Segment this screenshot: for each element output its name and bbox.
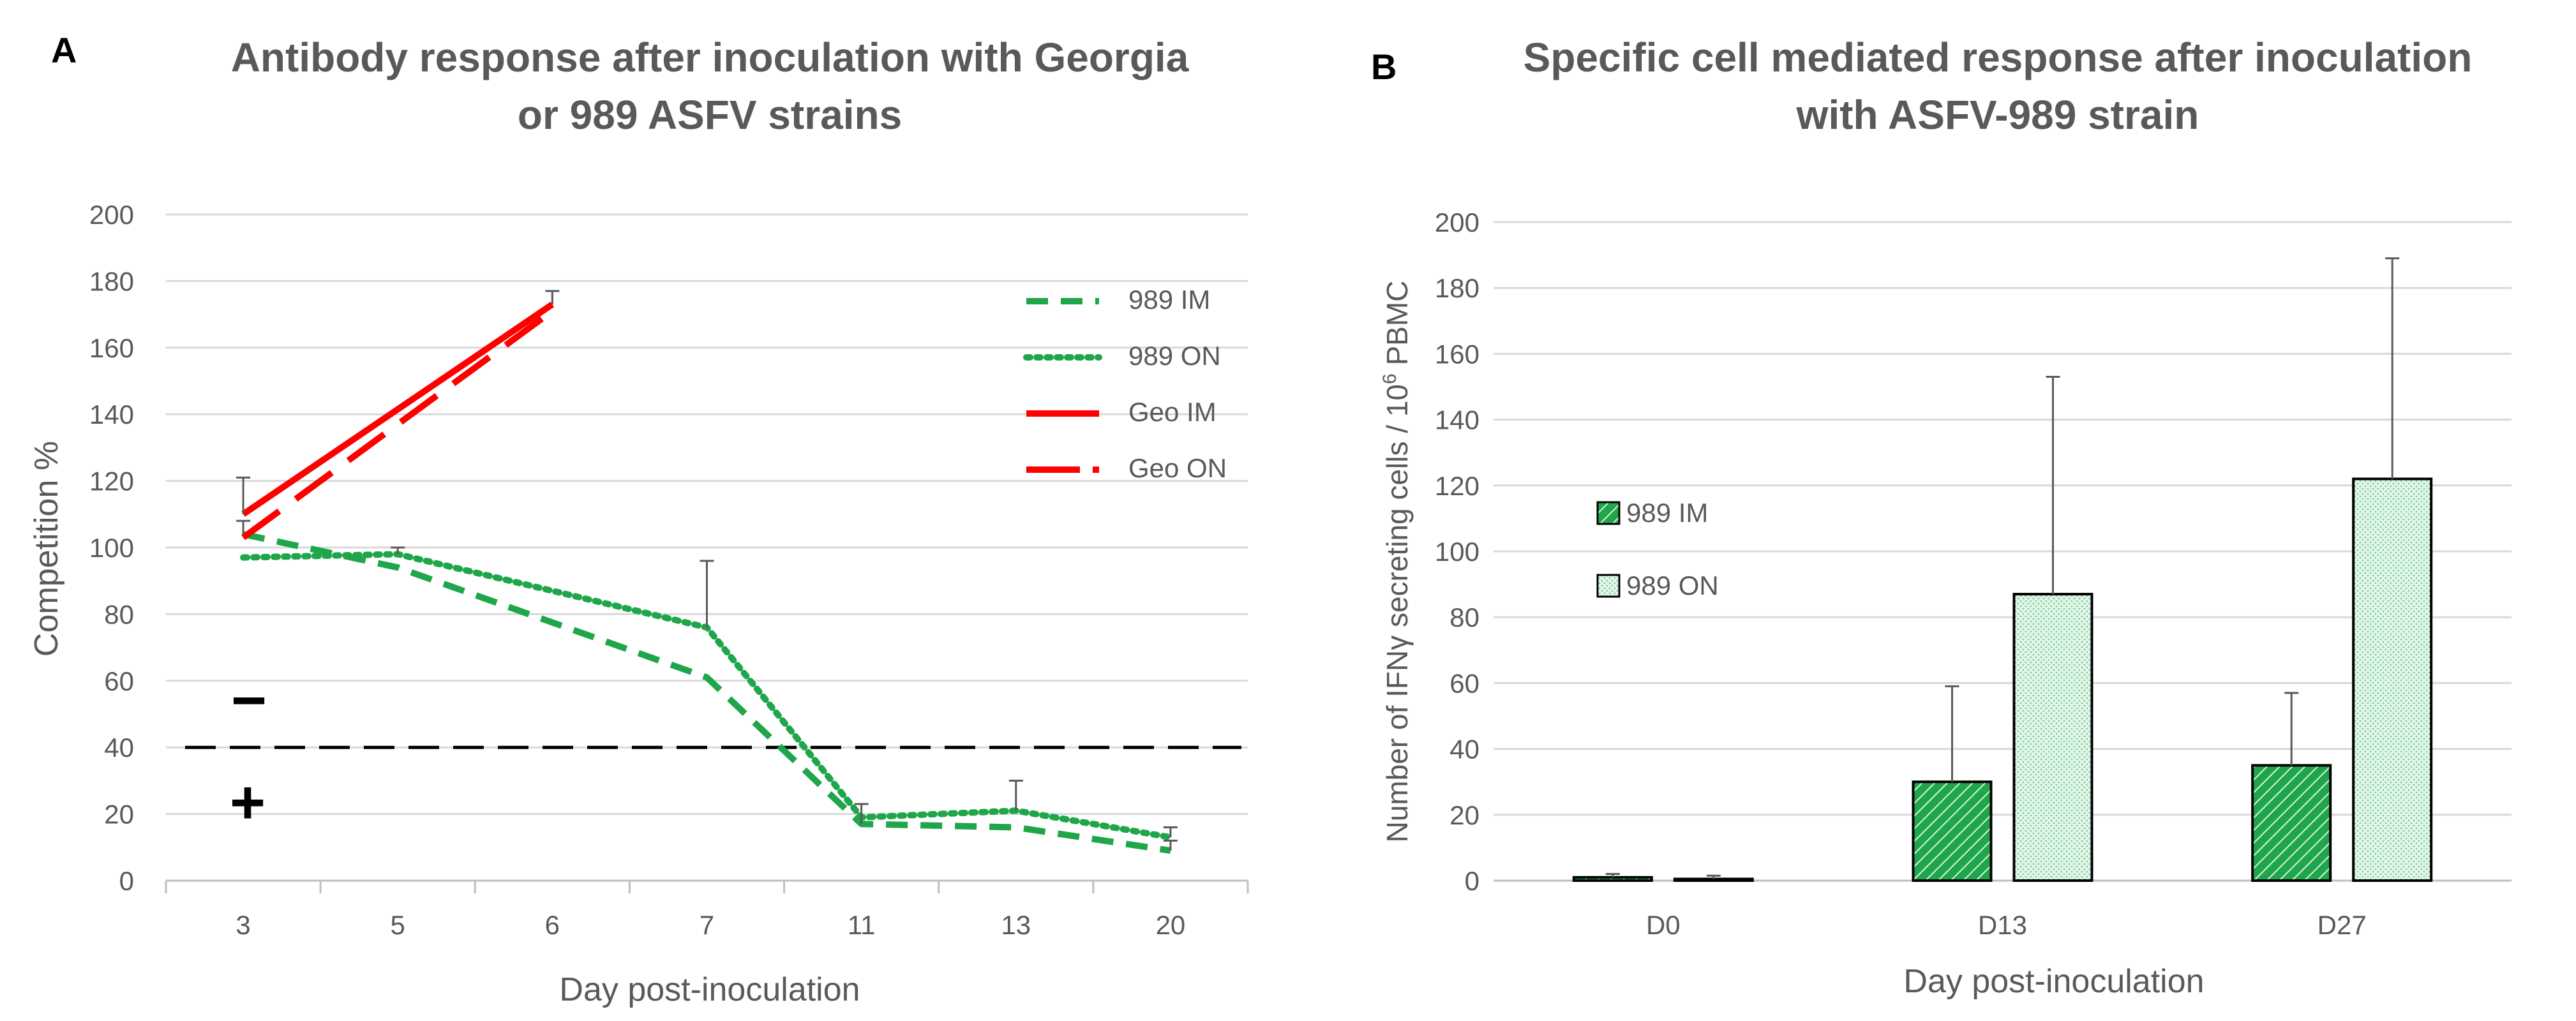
y-tick-label: 120 xyxy=(1435,471,1479,501)
y-tick-label: 60 xyxy=(104,666,134,696)
y-tick-label: 100 xyxy=(1435,537,1479,567)
y-label-part-3: PBMC xyxy=(1381,281,1414,374)
legend-label-b-989-im: 989 IM xyxy=(1626,498,1708,528)
panel-a-x-axis xyxy=(165,879,1249,893)
y-tick-label: 60 xyxy=(1449,668,1479,698)
x-tick-label: 20 xyxy=(1156,910,1186,940)
legend-swatch-989-on xyxy=(1596,574,1621,598)
x-tick-label: 6 xyxy=(545,910,560,940)
x-tick-label: 13 xyxy=(1001,910,1031,940)
panel-a-title-line-1: Antibody response after inoculation with… xyxy=(231,34,1189,80)
legend-label-geo-im: Geo IM xyxy=(1128,397,1217,427)
x-tick-label: 5 xyxy=(391,910,405,940)
x-tick-label: 11 xyxy=(848,910,876,940)
panel-b-y-axis-label: Number of IFNγ secreting cells / 106 PBM… xyxy=(1379,281,1414,843)
x-tick-label: D13 xyxy=(1978,910,2027,940)
panel-a-x-axis-label: Day post-inoculation xyxy=(559,971,860,1008)
panel-b-x-ticks: D0 D13 D27 xyxy=(1646,910,2367,940)
y-label-gamma: γ xyxy=(1381,636,1414,650)
y-tick-label: 0 xyxy=(119,866,134,896)
panel-a-positive-symbol: + xyxy=(230,768,266,837)
bar-989-im-d0 xyxy=(1572,876,1653,882)
y-tick-label: 200 xyxy=(1435,207,1479,237)
series-line-geo-on xyxy=(241,308,555,540)
series-line-989-on xyxy=(240,551,1174,841)
y-tick-label: 160 xyxy=(89,333,134,363)
legend-label-b-989-on: 989 ON xyxy=(1626,570,1719,600)
panel-a-error-bars xyxy=(236,290,1178,851)
legend-label-989-im: 989 IM xyxy=(1128,285,1210,315)
bar-989-on-d13 xyxy=(2012,593,2093,883)
y-label-part-1: Number of IFN xyxy=(1381,650,1414,843)
y-tick-label: 200 xyxy=(89,200,134,230)
y-tick-label: 120 xyxy=(89,466,134,496)
y-tick-label: 160 xyxy=(1435,339,1479,369)
panel-a-y-ticks: 0 20 40 60 80 100 120 140 160 180 200 xyxy=(89,200,134,896)
y-tick-label: 180 xyxy=(1435,273,1479,303)
y-tick-label: 40 xyxy=(1449,734,1479,764)
legend-swatch-989-im xyxy=(1596,501,1621,525)
panel-b-error-bars xyxy=(1605,257,2400,879)
panel-b-title-line-1: Specific cell mediated response after in… xyxy=(1524,34,2473,80)
bar-989-im-d13 xyxy=(1912,780,1993,882)
y-label-superscript: 6 xyxy=(1379,373,1400,384)
y-tick-label: 180 xyxy=(89,266,134,296)
panel-a-gridlines xyxy=(166,213,1248,816)
series-line-geo-im xyxy=(241,301,555,517)
y-tick-label: 140 xyxy=(89,399,134,429)
series-line-989-im xyxy=(243,531,1171,854)
y-tick-label: 80 xyxy=(1449,602,1479,632)
y-tick-label: 0 xyxy=(1465,866,1479,896)
bar-989-on-d0 xyxy=(1673,877,1754,883)
panel-b-x-axis-label: Day post-inoculation xyxy=(1903,963,2204,1000)
panel-b-bars xyxy=(1572,477,2433,883)
panel-b-title-line-2: with ASFV-989 strain xyxy=(1796,92,2199,138)
y-tick-label: 40 xyxy=(104,733,134,763)
legend-label-989-on: 989 ON xyxy=(1128,341,1221,371)
bar-989-im-d27 xyxy=(2251,764,2332,883)
panel-a: A Antibody response after inoculation wi… xyxy=(28,30,1249,1008)
y-label-part-2: secreting cells / 10 xyxy=(1381,384,1414,636)
panel-b: B Specific cell mediated response after … xyxy=(1371,34,2512,1000)
panel-a-negative-symbol: − xyxy=(231,666,267,734)
y-tick-label: 100 xyxy=(89,533,134,563)
y-tick-label: 20 xyxy=(1449,800,1479,830)
x-tick-label: D27 xyxy=(2318,910,2367,940)
legend-label-geo-on: Geo ON xyxy=(1128,453,1227,483)
panel-b-legend: 989 IM 989 ON xyxy=(1596,498,1719,600)
y-tick-label: 80 xyxy=(104,599,134,629)
panel-a-series xyxy=(240,301,1174,854)
panel-a-letter: A xyxy=(51,30,77,70)
panel-b-letter: B xyxy=(1371,47,1397,87)
y-tick-label: 20 xyxy=(104,800,134,830)
panel-b-gridlines xyxy=(1494,221,2512,816)
panel-b-y-ticks: 0 20 40 60 80 100 120 140 160 180 200 xyxy=(1435,207,1479,896)
y-tick-label: 140 xyxy=(1435,405,1479,435)
panel-a-y-axis-label: Competition % xyxy=(28,441,65,657)
x-tick-label: 7 xyxy=(700,910,714,940)
panel-a-x-ticks: 3 5 6 7 11 13 20 xyxy=(236,910,1185,940)
panel-a-title-line-2: or 989 ASFV strains xyxy=(518,92,902,138)
x-tick-label: 3 xyxy=(236,910,250,940)
bar-989-on-d27 xyxy=(2352,477,2433,882)
panel-a-legend: 989 IM 989 ON Geo IM Geo ON xyxy=(1023,285,1227,483)
x-tick-label: D0 xyxy=(1646,910,1681,940)
